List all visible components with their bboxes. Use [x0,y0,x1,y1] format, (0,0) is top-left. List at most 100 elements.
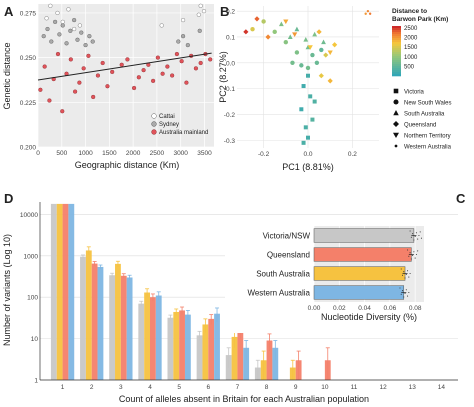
panel-d-bar [126,277,133,380]
panel-a-point [49,39,54,44]
panel-b-point-diamond [316,29,322,35]
panel-b-point-circle [310,52,315,58]
panel-c-jitter-point [410,236,412,238]
panel-b-point-triangle [287,34,293,39]
panel-b-point-circle [305,65,311,71]
panel-a-point [73,89,78,94]
panel-a-point [119,62,124,67]
panel-d-bar [231,336,238,380]
panel-b-point-circle [299,63,304,68]
panel-a-xtick-label: 1000 [78,150,93,157]
panel-b-shape-legend-label: Western Australia [404,145,452,151]
panel-a-ytick-label: 0.200 [20,145,37,152]
panel-d-xtick-label: 9 [294,384,298,391]
panel-b-colorbar-segment [392,54,401,57]
panel-b-colorbar-segment [392,72,401,75]
panel-b-colorbar-segment [392,34,401,37]
panel-a-point [136,75,141,80]
panel-a-point [198,60,203,66]
panel-b-colorbar-tick-label: 2500 [404,26,418,32]
panel-a-xtick-label: 3500 [197,150,212,157]
panel-b-colorbar-segment [392,38,401,41]
panel-b-point-diamond [393,121,399,127]
panel-c-jitter-point [400,293,402,295]
panel-a-point [125,57,130,62]
panel-d-xlabel: Count of alleles absent in Britain for e… [119,394,369,404]
panel-c-jitter-point [418,234,420,237]
panel-a-point [79,30,84,35]
panel-d-bar [115,263,121,380]
panel-b-point-dot [364,12,367,15]
panel-c-xtick-label: 0.00 [308,305,321,312]
panel-b-xtick-label: 0.0 [303,151,312,158]
panel-c-bar [313,228,415,243]
panel-b-shape-legend-label: Victoria [404,90,425,96]
panel-b-point-circle [290,60,295,65]
panel-c-xtick-label: 0.02 [333,305,346,312]
panel-c-bar [313,266,406,281]
panel-a-point [155,55,160,60]
panel-a-point [160,71,165,76]
panel-b-ytick-label: -0.2 [224,112,236,119]
panel-a-point [185,43,190,48]
panel-b-point-down-triangle [393,132,399,138]
panel-a-point [57,32,62,37]
panel-a-point [45,26,50,32]
panel-a-point [66,7,71,12]
panel-c-jitter-point [405,273,407,275]
panel-a-point [165,64,170,69]
panel-a-point [60,109,65,114]
panel-b-colorbar-segment [392,62,401,65]
panel-b-point-circle [261,19,266,24]
panel-c-xtick-label: 0.08 [409,305,422,312]
panel-a-legend-label: Sydney [159,122,179,128]
panel-a-point [47,98,52,103]
panel-b-ytick-label: -0.3 [224,138,236,145]
panel-a-point [105,84,110,89]
panel-d-ytick-label: 1000 [24,253,39,260]
panel-c-jitter-point [407,295,409,297]
panel-b-colorbar-segment [392,42,401,45]
panel-c-xlabel: Nucleotide Diversity (%) [321,312,417,322]
panel-b-point-triangle [278,21,284,27]
panel-a-legend-label: Australia mainland [159,130,208,136]
panel-a-point [201,9,207,14]
panel-b-colorbar-segment [392,40,401,43]
panel-a-point [68,57,73,62]
panel-a-xtick-label: 500 [56,150,67,157]
panel-b-shape-legend-label: Northern Territory [404,134,451,140]
panel-d-bar [266,340,273,380]
panel-b-colorbar-segment [392,60,401,63]
panel-b-colorbar-title-line1: Distance to [392,8,427,15]
panel-b-colorbar-title-line2: Barwon Park (Km) [392,16,448,23]
panel-a-point [68,28,73,33]
panel-b-point-square [306,73,310,78]
panel-b-ytick-label: 0.1 [226,34,235,41]
panel-c-jitter-point [404,292,406,294]
panel-c-category-label: South Australia [256,270,310,279]
panel-b-point-square [301,140,306,145]
panel-b-point-diamond [243,29,249,35]
panel-c-jitter-point [414,257,416,259]
panel-c-jitter-point [409,272,411,275]
panel-a-point [180,34,186,39]
panel-d-bar [214,313,220,380]
panel-b-colorbar-segment [392,36,401,39]
panel-c-jitter-point [399,287,401,289]
panel-b-colorbar-segment [392,68,401,71]
panel-b-point-square [312,99,317,104]
panel-a-point [55,10,60,16]
panel-c-jitter-point [409,252,411,254]
panel-c-category-label: Victoria/NSW [263,232,311,241]
panel-a-xtick-label: 2500 [150,150,165,157]
panel-b-point-circle [319,47,324,53]
panel-d-xtick-label: 5 [177,384,181,391]
panel-c-inset-bar-chart: 0.00 0.02 0.04 0.06 0.08 Victoria/NSW Queensla… [225,223,469,333]
panel-c-jitter-point [403,271,405,273]
panel-c-category-label: Queensland [267,251,310,260]
panel-a-scatter: 0 500 1000 1500 2000 2500 3000 3500 0.200 0.225 0.… [2,3,214,170]
panel-c-jitter-point [401,290,404,292]
panel-a-point [91,94,96,100]
panel-a-point [197,28,202,33]
panel-a-legend: Cattai Sydney Australia mainland [151,113,208,136]
